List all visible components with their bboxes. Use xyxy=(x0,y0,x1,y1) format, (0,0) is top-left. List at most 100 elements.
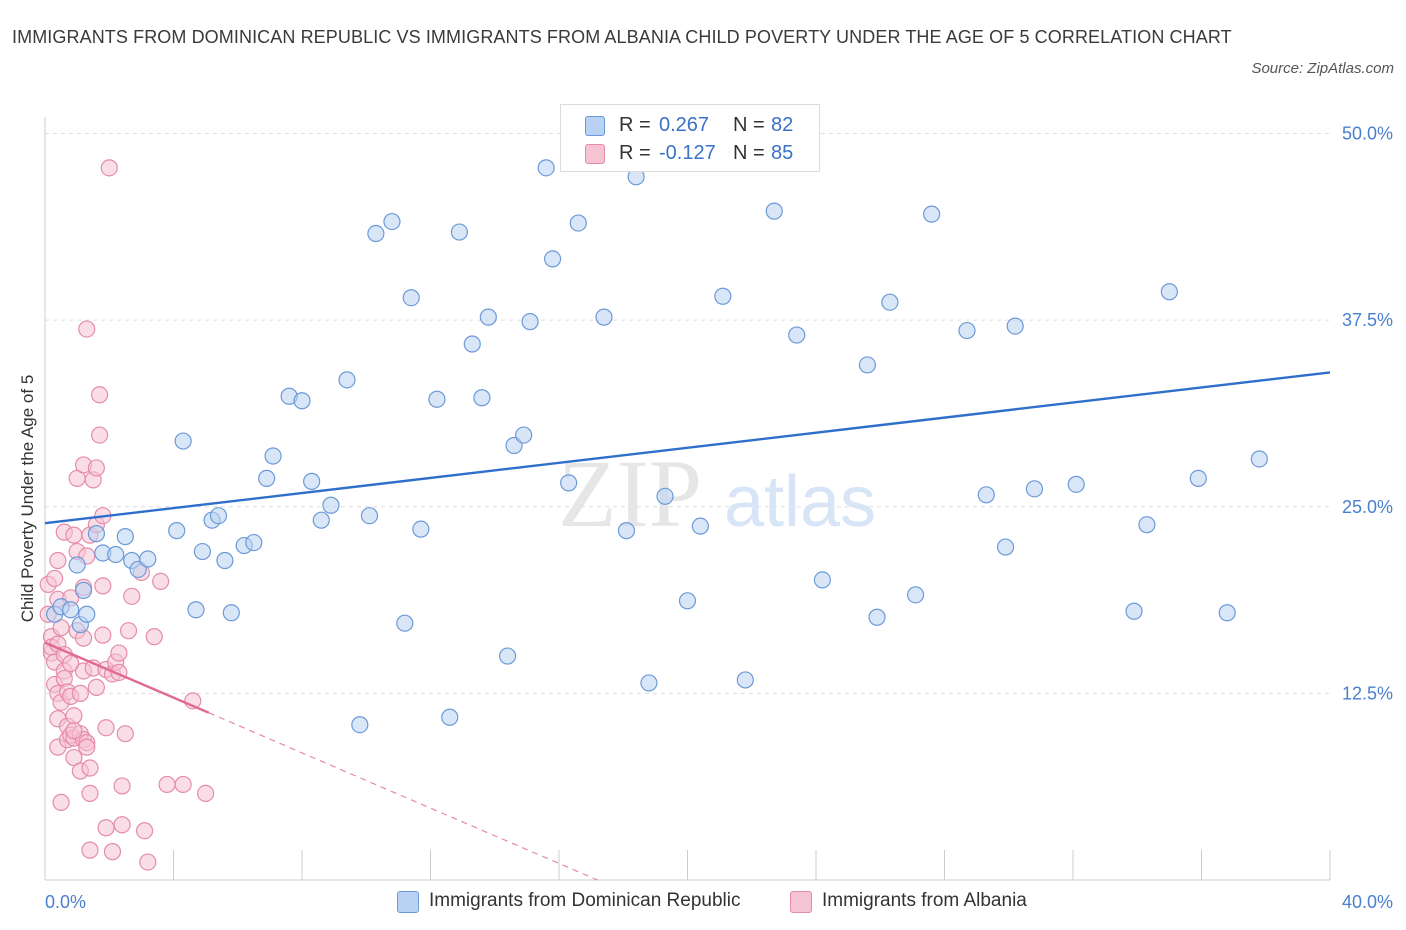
albania-point xyxy=(100,159,118,177)
albania-trend-line xyxy=(44,641,210,714)
legend-n-label: N = xyxy=(733,142,765,164)
dominican-point xyxy=(906,586,925,604)
dominican-point xyxy=(107,545,125,564)
series-legend-label: Immigrants from Dominican Republic xyxy=(429,890,741,911)
albania-point xyxy=(123,587,141,605)
albania-point xyxy=(145,628,163,646)
dominican-point xyxy=(258,469,276,487)
albania-point xyxy=(113,816,131,834)
y-tick-label: 50.0% xyxy=(1342,124,1393,144)
dominican-point xyxy=(923,205,941,223)
dominican-point xyxy=(813,571,832,589)
dominican-point xyxy=(569,214,587,232)
albania-point xyxy=(71,684,89,702)
legend-n-value: 85 xyxy=(771,142,794,164)
albania-point xyxy=(65,707,83,725)
dominican-point xyxy=(881,293,899,311)
legend-swatch-blue xyxy=(585,116,605,136)
albania-point xyxy=(113,777,131,795)
dominican-point xyxy=(521,313,539,331)
dominican-point xyxy=(515,426,533,444)
dominican-point xyxy=(537,159,555,177)
dominican-point xyxy=(303,472,321,490)
legend-swatch-pink xyxy=(585,144,605,164)
albania-point xyxy=(91,426,109,444)
dominican-point xyxy=(499,647,517,665)
dominican-point xyxy=(187,601,205,619)
dominican-points xyxy=(46,159,1268,734)
albania-point xyxy=(52,793,70,811)
dominican-point xyxy=(87,525,106,543)
y-axis-label: Child Poverty Under the Age of 5 xyxy=(18,375,37,623)
dominican-point xyxy=(74,581,93,599)
albania-point xyxy=(65,526,83,544)
dominican-point xyxy=(977,486,995,504)
dominican-point xyxy=(788,326,806,344)
dominican-point xyxy=(656,487,674,505)
dominican-point xyxy=(62,601,80,619)
dominican-point xyxy=(116,528,134,546)
dominican-point xyxy=(617,522,636,540)
albania-point xyxy=(78,738,96,756)
source-label: Source: ZipAtlas.com xyxy=(1251,60,1394,77)
albania-trend-extension xyxy=(208,712,598,881)
dominican-point xyxy=(996,538,1015,556)
dominican-point xyxy=(412,520,430,538)
series-legend-label: Immigrants from Albania xyxy=(822,890,1027,911)
dominican-point xyxy=(765,202,783,220)
y-tick-label: 12.5% xyxy=(1342,683,1393,703)
albania-point xyxy=(65,722,83,740)
dominican-point xyxy=(1138,516,1156,534)
dominican-point xyxy=(595,308,613,326)
dominican-point xyxy=(139,550,157,568)
dominican-point xyxy=(322,496,340,514)
albania-point xyxy=(139,853,157,871)
dominican-point xyxy=(560,474,578,492)
dominican-point xyxy=(1250,450,1268,468)
dominican-point xyxy=(868,608,886,626)
albania-point xyxy=(81,784,99,803)
dominican-point xyxy=(193,542,212,561)
dominican-point xyxy=(396,614,414,632)
dominican-point xyxy=(402,289,420,307)
dominican-point xyxy=(428,390,446,408)
dominican-point xyxy=(1125,602,1143,620)
albania-point xyxy=(91,386,109,404)
dominican-point xyxy=(473,389,491,407)
albania-point xyxy=(158,775,176,794)
albania-point xyxy=(49,551,67,570)
dominican-point xyxy=(338,371,356,389)
dominican-point xyxy=(1218,604,1236,622)
stats-legend: R = 0.267 N = 82 R = -0.127 N = 85 xyxy=(560,104,820,172)
dominican-point xyxy=(958,321,976,340)
albania-point xyxy=(78,320,96,338)
axes xyxy=(44,117,1331,881)
dominican-point xyxy=(168,522,186,540)
dominican-point xyxy=(479,308,497,326)
dominican-point xyxy=(736,671,754,689)
dominican-point xyxy=(351,716,369,734)
dominican-point xyxy=(1006,317,1024,335)
dominican-point xyxy=(463,335,481,353)
legend-r-value: 0.267 xyxy=(659,114,710,136)
dominican-point xyxy=(1189,469,1207,487)
legend-r-value: -0.127 xyxy=(659,142,716,164)
albania-point xyxy=(135,822,154,840)
dominican-point xyxy=(293,392,311,410)
dominican-point xyxy=(245,533,263,552)
y-tick-label: 25.0% xyxy=(1342,497,1393,517)
y-tick-label: 37.5% xyxy=(1342,310,1393,330)
dominican-point xyxy=(174,432,192,450)
dominican-point xyxy=(678,592,697,610)
dominican-point xyxy=(312,511,330,529)
dominican-point xyxy=(209,507,228,525)
albania-point xyxy=(119,622,138,640)
trend-lines xyxy=(44,371,1331,881)
albania-points xyxy=(39,159,215,871)
dominican-point xyxy=(1025,480,1044,498)
albania-point xyxy=(94,626,112,644)
dominican-point xyxy=(441,708,459,726)
albania-point xyxy=(116,725,134,743)
